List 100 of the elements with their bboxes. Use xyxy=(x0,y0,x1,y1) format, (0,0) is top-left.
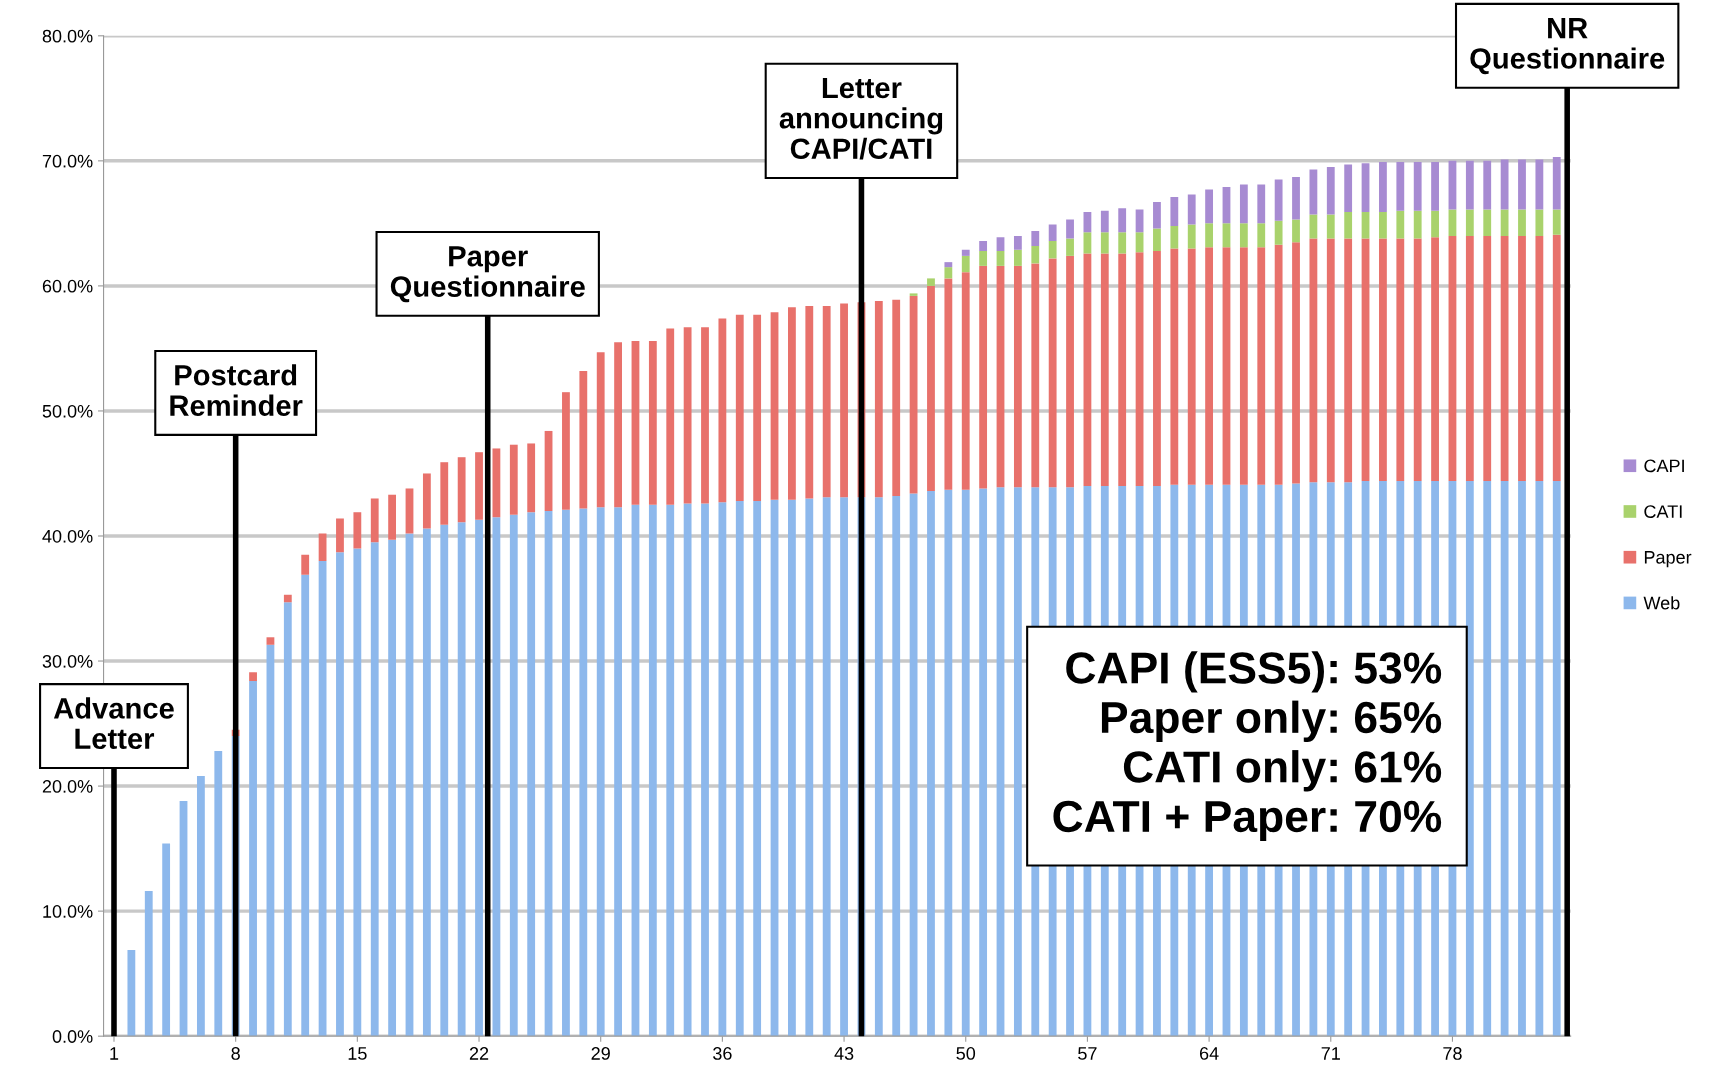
bar xyxy=(440,524,449,1037)
bar xyxy=(162,843,171,1037)
bar xyxy=(1100,210,1109,233)
bar xyxy=(1048,224,1057,241)
bar xyxy=(353,548,362,1037)
x-tick-label: 78 xyxy=(1443,1047,1462,1060)
ref-line-label: NR Questionnaire xyxy=(1470,18,1665,75)
bar xyxy=(1048,258,1057,488)
bar xyxy=(527,512,536,1037)
x-tick-label: 71 xyxy=(1321,1047,1340,1060)
bar xyxy=(1031,245,1040,264)
bar xyxy=(944,489,953,1037)
bar xyxy=(249,672,257,682)
bar xyxy=(1500,159,1509,210)
y-tick-label: 70.0% xyxy=(42,154,93,168)
bar xyxy=(961,249,970,256)
bar xyxy=(701,503,709,1037)
x-tick-label: 64 xyxy=(1199,1047,1219,1060)
bar xyxy=(1396,210,1405,239)
bar xyxy=(718,502,727,1037)
bar xyxy=(1031,263,1040,488)
bar xyxy=(1552,234,1561,481)
legend-label: CAPI xyxy=(1644,459,1684,473)
bar xyxy=(1361,238,1370,481)
bar xyxy=(1153,202,1161,229)
bar xyxy=(1239,184,1248,224)
bar xyxy=(1396,238,1405,481)
bar xyxy=(283,594,292,603)
bar xyxy=(1344,238,1353,483)
bar xyxy=(979,250,988,266)
bar xyxy=(927,278,935,286)
bar xyxy=(1187,194,1196,225)
bar xyxy=(648,340,657,505)
bar xyxy=(1153,228,1161,251)
bar xyxy=(1170,225,1179,249)
bar xyxy=(1518,480,1526,1037)
bar xyxy=(266,637,275,645)
bar xyxy=(440,462,449,525)
bar xyxy=(562,392,570,510)
bar xyxy=(683,503,692,1037)
bar xyxy=(492,448,501,518)
bar xyxy=(422,528,431,1037)
bar xyxy=(1431,237,1439,481)
x-tick-label: 8 xyxy=(231,1047,240,1060)
y-tick-label: 40.0% xyxy=(42,529,93,543)
bar xyxy=(1483,209,1492,236)
bar xyxy=(822,497,831,1037)
x-tick-label: 15 xyxy=(348,1047,367,1060)
legend-label: Web xyxy=(1643,596,1680,610)
bar xyxy=(1239,247,1248,485)
bar xyxy=(318,533,327,561)
bar xyxy=(648,504,657,1037)
bar xyxy=(370,498,379,543)
bar xyxy=(1379,162,1387,213)
bar xyxy=(1465,209,1474,236)
y-tick-label: 30.0% xyxy=(42,654,93,668)
bar xyxy=(596,507,605,1037)
bar xyxy=(1326,167,1335,215)
bar xyxy=(1274,220,1283,245)
bar xyxy=(1379,212,1387,239)
bar xyxy=(1118,232,1127,254)
bar xyxy=(1292,177,1300,220)
bar xyxy=(666,504,675,1037)
bar xyxy=(457,457,466,523)
bar xyxy=(1431,162,1439,211)
bar xyxy=(1535,235,1544,481)
bar xyxy=(1552,157,1561,210)
bar xyxy=(422,473,431,529)
bar xyxy=(1013,265,1022,488)
ref-line-label: Postcard Reminder xyxy=(170,364,303,416)
bar xyxy=(944,278,953,490)
bar xyxy=(1292,242,1300,484)
bar xyxy=(996,250,1005,266)
bar xyxy=(944,267,953,279)
bar xyxy=(1222,247,1231,485)
bar xyxy=(805,305,814,499)
bar xyxy=(1118,208,1127,233)
bar xyxy=(1187,224,1196,249)
bar xyxy=(1100,253,1109,486)
bar xyxy=(1326,238,1335,483)
bar xyxy=(961,489,970,1037)
bar xyxy=(631,340,640,505)
bar xyxy=(596,352,605,508)
bar xyxy=(579,508,588,1037)
bar xyxy=(1066,255,1074,488)
bar xyxy=(1518,159,1526,210)
bar xyxy=(1135,252,1144,486)
bar xyxy=(909,295,918,494)
bar xyxy=(788,307,796,500)
bar xyxy=(996,237,1005,251)
bar xyxy=(822,305,831,498)
bar xyxy=(1413,210,1422,239)
bar xyxy=(1309,169,1318,215)
bar xyxy=(388,494,397,540)
bar xyxy=(388,539,397,1037)
bar xyxy=(1518,235,1526,481)
x-tick-label: 50 xyxy=(956,1047,976,1060)
bar xyxy=(1013,249,1022,266)
bar xyxy=(301,554,310,575)
bar xyxy=(840,303,848,498)
